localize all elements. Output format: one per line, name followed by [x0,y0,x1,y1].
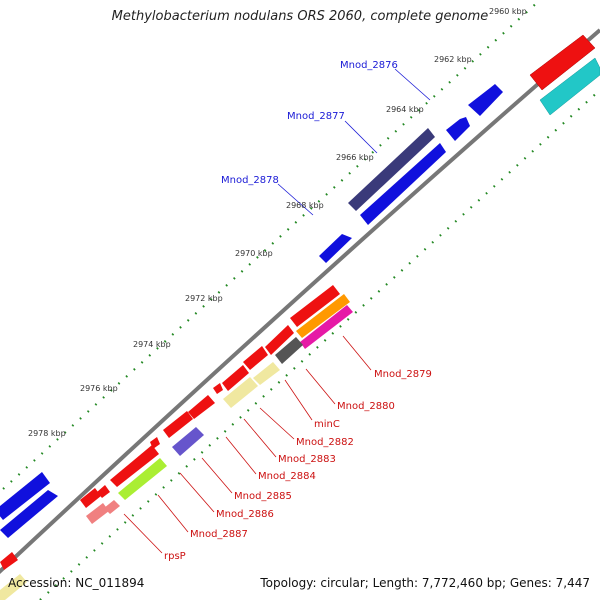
gene-label-mnod-2886[interactable]: Mnod_2886 [216,509,274,520]
gene-blue-2970 [319,234,352,263]
gene-blue-upper [446,84,503,141]
gene-mnod-2877 [348,128,435,211]
gene-label-mnod-2876[interactable]: Mnod_2876 [340,60,398,71]
gene-label-mnod-2883[interactable]: Mnod_2883 [278,454,336,465]
gene-cluster-red [80,285,353,524]
gene-label-mnod-2882[interactable]: Mnod_2882 [296,437,354,448]
tick-label: 2964 kbp [386,105,424,114]
tick-label: 2970 kbp [235,249,273,258]
topology-summary: Topology: circular; Length: 7,772,460 bp… [260,576,590,590]
gene-label-mnod-2879[interactable]: Mnod_2879 [374,369,432,380]
tick-label: 2974 kbp [133,340,171,349]
accession-text: Accession: NC_011894 [8,576,145,590]
tick-label: 2972 kbp [185,294,223,303]
gene-mnod-2878 [360,143,446,225]
inner-dotted-track [39,89,600,600]
tick-label: 2966 kbp [336,153,374,162]
gene-bottom-left [0,552,27,600]
tick-label: 2962 kbp [434,55,472,64]
leader-mnod-2876 [394,68,431,101]
tick-label: 2968 kbp [286,201,324,210]
tick-label: 2960 kbp [489,7,527,16]
genome-backbone [0,28,600,575]
leader-mnod-2878 [277,183,314,216]
gene-blue-left [0,472,58,538]
leader-mnod-2877 [344,120,378,154]
outer-dotted-track [0,0,541,494]
map-title: Methylobacterium nodulans ORS 2060, comp… [111,9,489,24]
gene-label-rpsp[interactable]: rpsP [164,551,186,562]
gene-label-minc[interactable]: minC [314,419,340,430]
gene-block-top-right [529,34,600,116]
tick-label: 2978 kbp [28,429,66,438]
gene-label-mnod-2877[interactable]: Mnod_2877 [287,111,345,122]
gene-label-mnod-2880[interactable]: Mnod_2880 [337,401,395,412]
gene-label-mnod-2885[interactable]: Mnod_2885 [234,491,292,502]
red-leaders [123,335,372,554]
tick-label: 2976 kbp [80,384,118,393]
gene-label-mnod-2878[interactable]: Mnod_2878 [221,175,279,186]
gene-label-mnod-2884[interactable]: Mnod_2884 [258,471,316,482]
gene-label-mnod-2887[interactable]: Mnod_2887 [190,529,248,540]
